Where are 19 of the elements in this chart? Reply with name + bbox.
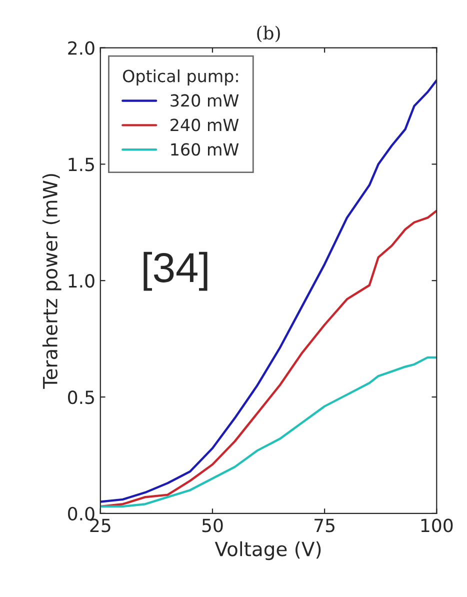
y-tick-label: 0.0 — [68, 506, 94, 521]
y-axis-title: Terahertz power (mW) — [42, 174, 62, 389]
x-tick-label: 75 — [314, 518, 334, 532]
chart-title: (b) — [257, 26, 280, 42]
y-tick-label: 2.0 — [68, 41, 94, 55]
legend-label: 240 mW — [170, 118, 239, 132]
annotation: [34] — [144, 252, 208, 291]
y-tick-label: 1.0 — [68, 274, 94, 288]
legend-label: 320 mW — [170, 94, 239, 107]
legend-title: Optical pump: — [123, 69, 238, 86]
x-tick-label: 100 — [421, 518, 453, 532]
x-axis-title: Voltage (V) — [214, 541, 321, 560]
line-series — [100, 356, 437, 508]
x-tick-label: 50 — [202, 518, 223, 532]
x-tick-label: 25 — [90, 518, 110, 532]
y-tick-label: 1.5 — [68, 158, 94, 172]
line-series — [100, 210, 437, 508]
y-tick-label: 0.5 — [68, 390, 94, 404]
legend-label: 160 mW — [171, 143, 239, 156]
